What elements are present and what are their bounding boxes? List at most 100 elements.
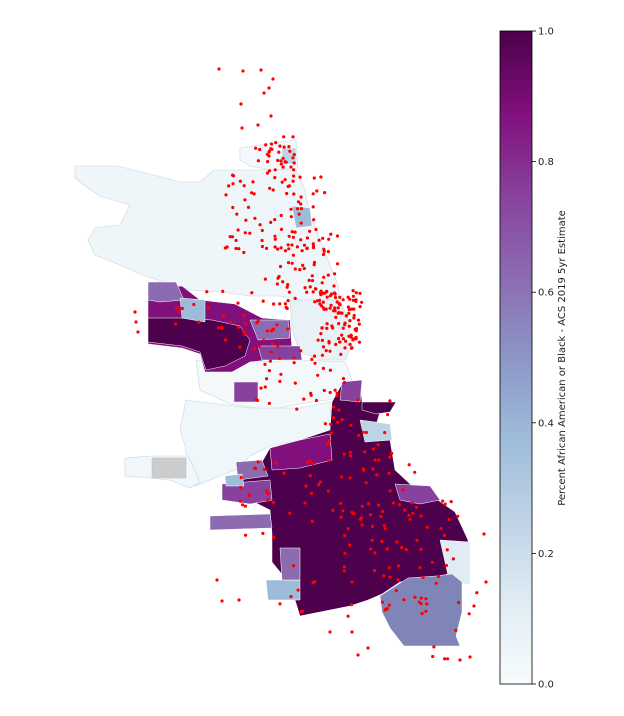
location-point — [327, 458, 331, 462]
location-point — [236, 228, 240, 232]
location-point — [244, 533, 248, 537]
location-point — [231, 182, 235, 186]
location-point — [331, 326, 335, 330]
location-point — [348, 454, 352, 458]
location-point — [347, 324, 351, 328]
location-point — [421, 575, 425, 580]
location-point — [404, 548, 408, 552]
location-point — [360, 504, 364, 508]
location-point — [279, 372, 283, 376]
location-point — [321, 345, 326, 349]
location-point — [329, 431, 333, 435]
location-point — [327, 439, 331, 443]
location-point — [328, 390, 332, 395]
tract-ne-blue-1 — [291, 205, 313, 229]
location-point — [277, 150, 281, 154]
location-point — [281, 165, 285, 169]
tract-south-purple-4 — [235, 459, 269, 481]
location-point — [333, 388, 337, 392]
location-point — [265, 171, 270, 175]
location-point — [236, 325, 241, 329]
location-point — [316, 373, 320, 377]
location-point — [331, 508, 335, 512]
location-point — [256, 319, 260, 323]
location-point — [364, 430, 368, 435]
location-point — [342, 452, 346, 456]
location-point — [293, 296, 297, 300]
location-point — [265, 490, 269, 494]
location-point — [244, 322, 248, 326]
location-point — [313, 300, 317, 304]
location-point — [287, 184, 292, 188]
location-point — [467, 612, 471, 616]
location-point — [363, 450, 367, 454]
tract-far-southeast — [379, 573, 463, 647]
location-point — [361, 430, 365, 434]
location-point — [205, 290, 209, 294]
location-point — [269, 147, 273, 151]
location-point — [307, 278, 311, 282]
location-point — [417, 600, 421, 604]
location-point — [388, 575, 392, 579]
location-point — [348, 543, 352, 547]
location-point — [305, 460, 309, 464]
location-point — [458, 658, 462, 662]
location-point — [446, 657, 450, 661]
location-point — [299, 195, 303, 199]
location-point — [332, 405, 336, 409]
location-point — [320, 338, 324, 342]
location-point — [317, 238, 321, 242]
location-point — [407, 463, 411, 467]
location-point — [248, 231, 252, 235]
location-point — [299, 349, 303, 353]
location-point — [312, 176, 316, 180]
location-point — [259, 68, 263, 72]
location-point — [317, 298, 322, 302]
location-point — [439, 526, 443, 530]
location-point — [287, 290, 291, 294]
location-point — [260, 238, 264, 243]
location-point — [358, 517, 362, 522]
location-point — [324, 349, 328, 353]
location-point — [279, 159, 283, 163]
location-point — [236, 301, 240, 305]
location-point — [268, 359, 272, 363]
location-point — [290, 261, 294, 265]
location-point — [242, 329, 246, 334]
location-point — [278, 264, 283, 269]
location-point — [419, 514, 423, 518]
location-point — [220, 599, 224, 603]
location-point — [357, 322, 361, 326]
location-point — [319, 175, 323, 179]
location-point — [321, 300, 325, 304]
location-point — [264, 143, 268, 147]
location-point — [277, 274, 281, 279]
location-point — [281, 280, 285, 284]
location-point — [262, 338, 266, 342]
location-point — [238, 345, 242, 349]
location-point — [288, 511, 292, 515]
location-point — [303, 286, 307, 290]
location-point — [230, 235, 235, 239]
location-point — [291, 235, 295, 239]
tract-south-purple-1 — [269, 433, 333, 471]
location-point — [319, 332, 323, 336]
location-point — [346, 305, 350, 309]
location-point — [325, 326, 329, 330]
location-point — [318, 302, 322, 306]
location-point — [310, 519, 314, 524]
location-point — [260, 244, 264, 249]
location-point — [314, 398, 318, 403]
location-point — [449, 500, 453, 504]
location-point — [472, 604, 476, 608]
location-point — [320, 353, 324, 357]
location-point — [326, 250, 330, 254]
location-point — [337, 336, 341, 341]
location-point — [339, 515, 343, 519]
location-point — [380, 539, 384, 544]
location-point — [178, 306, 182, 310]
location-point — [267, 401, 271, 405]
location-point — [262, 467, 266, 471]
location-point — [235, 212, 239, 216]
location-point — [220, 325, 224, 329]
